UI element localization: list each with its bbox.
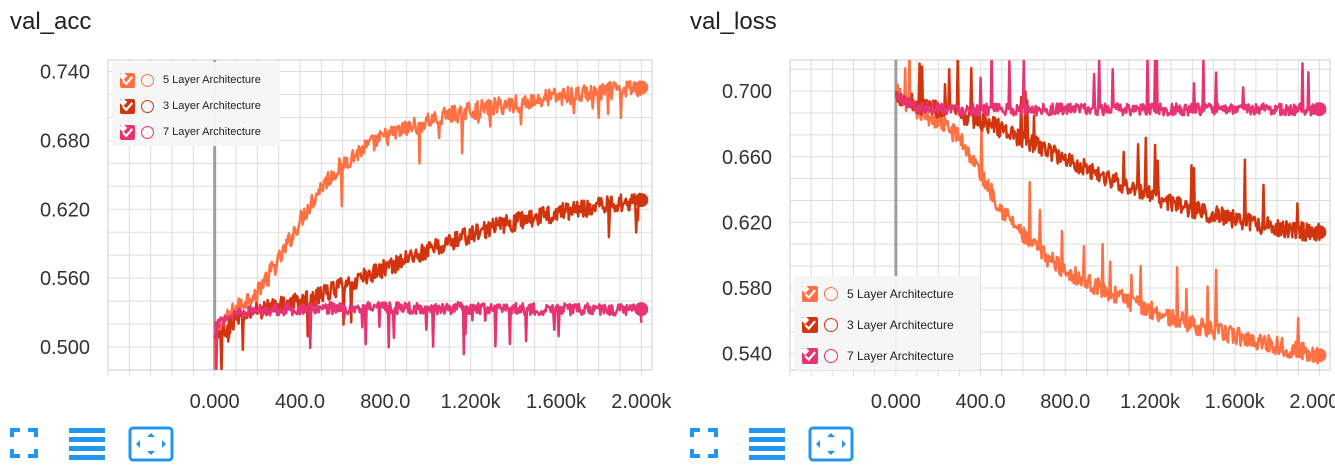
legend-ring-icon — [141, 73, 154, 87]
chart-title: val_loss — [690, 8, 777, 35]
series-line — [214, 300, 643, 370]
y-tick-label: 0.660 — [722, 147, 772, 169]
y-tick-label: 0.620 — [722, 212, 772, 234]
legend-item[interactable]: 7 Layer Architecture — [794, 340, 980, 371]
x-tick-label: 800.0 — [360, 391, 410, 413]
legend-ring-icon — [141, 125, 154, 139]
fullscreen-icon[interactable] — [690, 426, 718, 465]
series-end-marker — [1312, 225, 1327, 240]
legend-checkbox[interactable] — [120, 72, 135, 88]
legend-checkbox[interactable] — [802, 347, 818, 364]
chart-legend[interactable]: 5 Layer Architecture 3 Layer Architecture… — [794, 276, 980, 370]
legend-item[interactable]: 3 Layer Architecture — [112, 93, 280, 119]
val-loss-chart[interactable]: 0.000 400.0 800.0 1.200k 1.600k 2.000k 0.540 0.… — [680, 0, 1335, 473]
legend-label: 7 Layer Architecture — [163, 126, 261, 138]
series-end-marker — [634, 302, 649, 317]
legend-list-icon[interactable] — [749, 426, 785, 465]
series-end-marker — [634, 193, 649, 208]
series-line — [894, 60, 1321, 365]
legend-ring-icon — [824, 348, 838, 363]
y-tick-label: 0.740 — [40, 61, 90, 83]
x-tick-label: 2.000k — [611, 391, 672, 413]
val-loss-panel: val_loss 0.000 400.0 800.0 1.200k 1.600k 2.00… — [680, 0, 1335, 473]
y-tick-label: 0.500 — [40, 337, 90, 359]
series-end-marker — [634, 80, 649, 95]
legend-ring-icon — [141, 99, 154, 113]
legend-ring-icon — [824, 286, 838, 301]
y-tick-label: 0.700 — [722, 81, 772, 103]
legend-checkbox[interactable] — [120, 98, 135, 114]
legend-item[interactable]: 7 Layer Architecture — [112, 119, 280, 145]
series-line — [213, 80, 643, 367]
series-end-marker — [1312, 348, 1327, 363]
plot-frame — [789, 59, 1331, 371]
legend-item[interactable]: 5 Layer Architecture — [112, 67, 280, 93]
y-tick-label: 0.580 — [722, 278, 772, 300]
legend-label: 7 Layer Architecture — [847, 348, 954, 363]
series-line — [894, 60, 1321, 117]
legend-label: 5 Layer Architecture — [847, 286, 954, 301]
x-tick-label: 0.000 — [871, 391, 921, 413]
legend-list-icon[interactable] — [69, 426, 105, 465]
series-line — [894, 60, 1321, 242]
legend-item[interactable]: 3 Layer Architecture — [794, 309, 980, 340]
legend-label: 3 Layer Architecture — [847, 317, 954, 332]
y-tick-label: 0.620 — [40, 199, 90, 221]
legend-ring-icon — [824, 317, 838, 332]
legend-label: 3 Layer Architecture — [163, 100, 261, 112]
val-acc-chart[interactable]: 0.000 400.0 800.0 1.200k 1.600k 2.000k 0.500 0.… — [0, 0, 672, 473]
legend-checkbox[interactable] — [802, 285, 818, 302]
fit-domain-icon[interactable] — [128, 426, 174, 467]
x-tick-label: 1.200k — [1120, 391, 1181, 413]
legend-checkbox[interactable] — [802, 316, 818, 333]
chart-title: val_acc — [10, 8, 92, 35]
legend-checkbox[interactable] — [120, 124, 135, 140]
x-tick-label: 1.200k — [441, 391, 502, 413]
x-tick-label: 0.000 — [190, 391, 240, 413]
x-tick-label: 800.0 — [1040, 391, 1090, 413]
x-tick-label: 400.0 — [275, 391, 325, 413]
x-tick-label: 2.000k — [1289, 391, 1335, 413]
plot-frame — [107, 59, 653, 371]
chart-legend[interactable]: 5 Layer Architecture 3 Layer Architecture… — [112, 62, 280, 146]
x-tick-label: 1.600k — [526, 391, 587, 413]
y-tick-label: 0.540 — [722, 344, 772, 366]
series-end-marker — [1312, 102, 1327, 117]
fullscreen-icon[interactable] — [10, 426, 38, 465]
legend-label: 5 Layer Architecture — [163, 74, 261, 86]
val-acc-panel: val_acc 0.000 400.0 800.0 1.200k 1.600k 2.000… — [0, 0, 672, 473]
y-tick-label: 0.560 — [40, 268, 90, 290]
x-tick-label: 400.0 — [956, 391, 1006, 413]
x-tick-label: 1.600k — [1205, 391, 1266, 413]
grid — [789, 60, 1330, 376]
fit-domain-icon[interactable] — [808, 426, 854, 467]
legend-item[interactable]: 5 Layer Architecture — [794, 278, 980, 309]
y-tick-label: 0.680 — [40, 130, 90, 152]
